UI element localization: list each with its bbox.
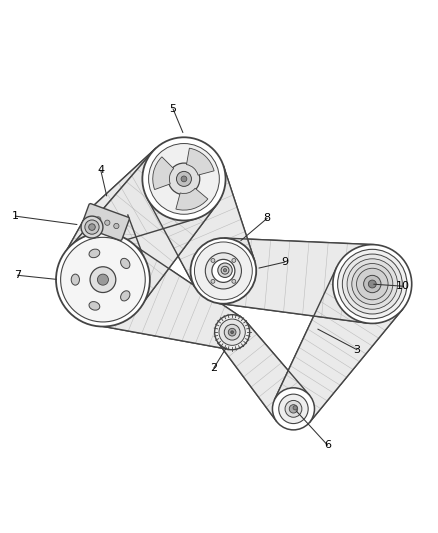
Ellipse shape: [71, 274, 79, 285]
Circle shape: [338, 249, 407, 319]
Text: 7: 7: [14, 270, 21, 280]
Circle shape: [177, 172, 191, 187]
Circle shape: [352, 263, 393, 304]
Circle shape: [148, 143, 219, 214]
Polygon shape: [68, 152, 217, 307]
Text: 8: 8: [264, 213, 271, 223]
Circle shape: [272, 388, 314, 430]
Wedge shape: [153, 157, 173, 190]
Circle shape: [60, 237, 145, 322]
Ellipse shape: [89, 249, 100, 257]
Circle shape: [368, 280, 376, 288]
Text: 6: 6: [324, 440, 331, 450]
Circle shape: [231, 331, 233, 334]
Circle shape: [97, 274, 109, 285]
Circle shape: [56, 233, 150, 327]
Circle shape: [343, 254, 402, 314]
Text: 9: 9: [281, 257, 288, 267]
Ellipse shape: [120, 259, 130, 269]
Circle shape: [211, 259, 215, 262]
Circle shape: [333, 245, 412, 324]
Text: 10: 10: [396, 281, 410, 291]
Circle shape: [114, 223, 119, 229]
Text: 1: 1: [12, 211, 19, 221]
Circle shape: [221, 266, 229, 274]
Ellipse shape: [120, 291, 130, 301]
Polygon shape: [147, 166, 254, 286]
Polygon shape: [95, 241, 242, 350]
Circle shape: [212, 260, 235, 282]
Circle shape: [219, 319, 245, 345]
Text: 3: 3: [353, 345, 360, 355]
Circle shape: [85, 220, 99, 234]
Circle shape: [232, 279, 236, 284]
Circle shape: [215, 314, 250, 350]
Circle shape: [285, 400, 302, 417]
Circle shape: [142, 138, 226, 221]
Text: 5: 5: [170, 104, 177, 114]
Circle shape: [181, 176, 187, 182]
Circle shape: [168, 163, 200, 195]
Circle shape: [232, 259, 236, 262]
Circle shape: [347, 259, 398, 309]
Wedge shape: [187, 148, 214, 175]
Circle shape: [90, 266, 116, 293]
Polygon shape: [218, 321, 309, 422]
Circle shape: [279, 394, 308, 424]
Circle shape: [223, 269, 227, 272]
Circle shape: [194, 242, 252, 300]
Text: 2: 2: [210, 363, 217, 373]
Circle shape: [293, 406, 297, 410]
Circle shape: [191, 238, 256, 304]
Circle shape: [205, 253, 241, 289]
Polygon shape: [275, 267, 403, 422]
Circle shape: [364, 276, 381, 293]
Circle shape: [228, 328, 236, 336]
Circle shape: [88, 224, 95, 230]
Polygon shape: [219, 238, 374, 323]
Circle shape: [218, 263, 232, 278]
Text: 4: 4: [97, 165, 104, 175]
Circle shape: [224, 324, 240, 340]
Circle shape: [211, 279, 215, 284]
Polygon shape: [63, 212, 146, 263]
Polygon shape: [92, 148, 196, 244]
Wedge shape: [176, 188, 208, 210]
Ellipse shape: [89, 302, 100, 310]
Circle shape: [289, 405, 298, 413]
FancyBboxPatch shape: [81, 204, 129, 240]
Circle shape: [357, 268, 388, 300]
Circle shape: [81, 216, 103, 238]
Circle shape: [95, 217, 101, 222]
Circle shape: [105, 220, 110, 225]
